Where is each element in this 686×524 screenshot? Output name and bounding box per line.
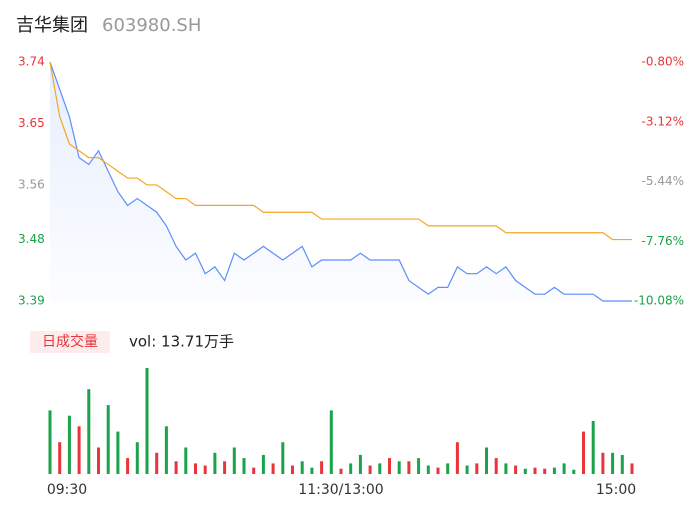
line <box>49 61 632 241</box>
volume-bar <box>378 463 382 474</box>
volume-bar <box>388 458 391 474</box>
volume-bar <box>252 467 256 474</box>
volume-bar <box>543 468 547 474</box>
volume-bar <box>145 368 149 474</box>
volume-bar <box>630 463 634 474</box>
volume-bar <box>417 458 421 474</box>
volume-bar <box>106 405 110 474</box>
volume-bar <box>455 442 459 474</box>
volume-bar <box>591 421 595 474</box>
stock-name: 吉华集团 <box>16 15 88 36</box>
volume-bar <box>67 415 71 474</box>
volume-bar <box>164 426 168 474</box>
volume-bar <box>426 465 430 474</box>
volume-bar <box>504 463 508 474</box>
volume-tag: 日成交量 <box>42 333 98 350</box>
volume-bar <box>116 431 120 474</box>
volume-bar <box>475 463 479 474</box>
volume-bar <box>213 452 217 474</box>
volume-bar <box>271 463 275 474</box>
volume-bar <box>194 463 197 474</box>
volume-bar <box>87 389 91 474</box>
volume-bar <box>436 467 440 474</box>
volume-bar <box>407 461 411 474</box>
volume-bar <box>562 463 566 474</box>
volume-bar <box>281 442 285 474</box>
volume-bar <box>310 467 314 474</box>
volume-bar <box>533 467 537 474</box>
volume-bar <box>242 458 246 474</box>
volume-bar <box>48 410 52 474</box>
volume-bar <box>601 452 605 474</box>
line <box>49 61 632 302</box>
volume-bar <box>135 442 139 474</box>
volume-bar <box>368 465 372 474</box>
volume-bar <box>514 465 518 474</box>
volume-bar <box>329 410 333 474</box>
stock-code: 603980.SH <box>102 15 201 36</box>
volume-bar <box>523 468 527 474</box>
volume-bar <box>397 461 401 474</box>
y2-tick-label: -7.76% <box>642 234 684 248</box>
y2-tick-label: -10.08% <box>634 294 684 308</box>
volume-bar <box>582 431 585 474</box>
volume-bar <box>223 461 227 474</box>
volume-bar <box>320 461 324 474</box>
volume-bar <box>126 458 130 474</box>
volume-bar <box>572 469 576 474</box>
volume-bar <box>339 468 343 474</box>
volume-bar <box>358 454 362 474</box>
volume-bar <box>203 465 207 474</box>
volume-bar <box>291 465 294 474</box>
y2-tick-label: -3.12% <box>642 114 684 128</box>
volume-bar <box>155 452 159 474</box>
volume-bar <box>261 454 265 474</box>
price-area <box>50 62 632 301</box>
volume-bar <box>611 452 615 474</box>
volume-bar <box>620 454 624 474</box>
volume-bar <box>494 458 498 474</box>
x-tick-label: 09:30 <box>47 482 87 498</box>
volume-bar <box>300 461 304 474</box>
volume-bar <box>552 467 556 474</box>
volume-bar <box>465 465 469 474</box>
volume-tag-bg <box>30 331 110 353</box>
y-tick-label: 3.48 <box>18 232 45 246</box>
volume-bar <box>349 463 353 474</box>
y2-tick-label: -5.44% <box>642 174 684 188</box>
volume-bar <box>97 447 100 474</box>
y-tick-label: 3.39 <box>18 294 45 308</box>
x-tick-label: 11:30/13:00 <box>298 482 383 498</box>
volume-bar <box>485 447 488 474</box>
volume-summary: vol: 13.71万手 <box>129 333 234 351</box>
volume-bar <box>184 447 188 474</box>
y-tick-label: 3.56 <box>18 177 45 191</box>
volume-bar <box>174 461 178 474</box>
volume-bar <box>58 442 62 474</box>
y-tick-label: 3.65 <box>18 116 45 130</box>
volume-bar <box>77 426 81 474</box>
volume-bar <box>446 463 450 474</box>
x-tick-label: 15:00 <box>596 482 636 498</box>
y2-tick-label: -0.80% <box>642 55 684 69</box>
volume-bar <box>232 447 236 474</box>
y-tick-label: 3.74 <box>18 55 45 69</box>
